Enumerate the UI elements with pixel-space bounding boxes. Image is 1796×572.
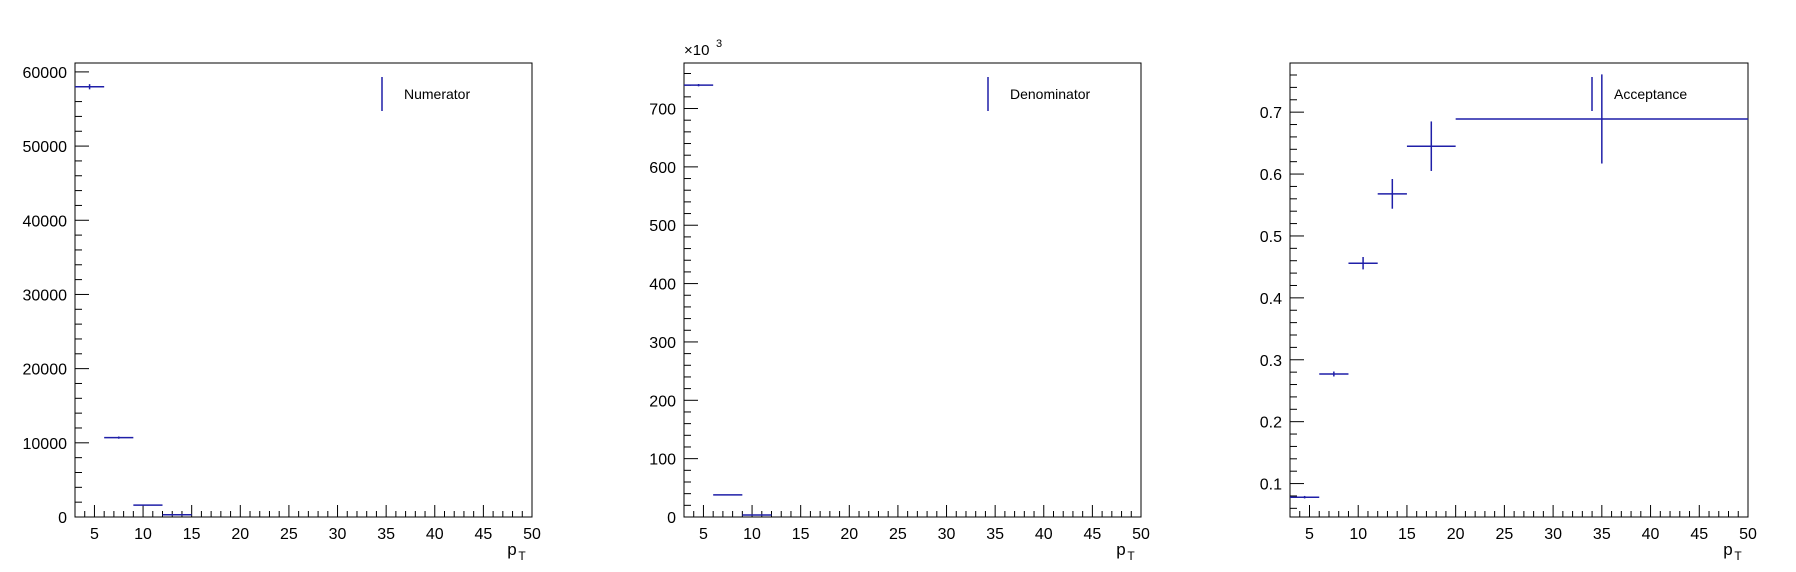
chart-panel-2: 5 10 15 20 25 30 35 40 45 50010020030040050060070… [649, 38, 1150, 563]
y-tick-label: 0.3 [1260, 353, 1282, 370]
x-tick-label: 45 [1083, 526, 1101, 543]
x-tick-label: 25 [1495, 526, 1513, 543]
chart-panel-3: 5 10 15 20 25 30 35 40 45 50 0.1 0.2 0.3 0.4 0.5 0.6 0.7… [1260, 62, 1757, 563]
y-exponent-label: ×10 [684, 42, 709, 59]
y-tick-label: 30000 [23, 287, 68, 304]
y-tick-label: 0 [58, 510, 67, 527]
x-tick-label: 50 [1132, 526, 1150, 543]
x-tick-label: 5 [1305, 526, 1314, 543]
y-tick-label: 500 [649, 218, 676, 235]
x-tick-label: 35 [1593, 526, 1611, 543]
x-axis-title: p [507, 540, 516, 559]
x-tick-label: 15 [792, 526, 810, 543]
x-tick-label: 50 [1739, 526, 1757, 543]
legend: Numerator [381, 77, 470, 111]
y-tick-label: 40000 [23, 213, 68, 230]
y-tick-label: 0.4 [1260, 291, 1282, 308]
x-tick-label: 30 [1544, 526, 1562, 543]
data-point [1455, 74, 1748, 164]
plot-frame [1289, 62, 1749, 518]
x-tick-label: 35 [986, 526, 1004, 543]
y-tick-label: 20000 [23, 362, 68, 379]
y-tick-label: 0.1 [1260, 477, 1282, 494]
y-exponent-power: 3 [716, 38, 722, 50]
x-tick-label: 5 [699, 526, 708, 543]
y-tick-label: 100 [649, 452, 676, 469]
x-tick-label: 10 [743, 526, 761, 543]
y-tick-label: 0.2 [1260, 415, 1282, 432]
y-tick-label: 10000 [23, 436, 68, 453]
x-tick-label: 15 [183, 526, 201, 543]
x-tick-label: 30 [329, 526, 347, 543]
data-point [133, 504, 163, 506]
y-tick-label: 0.5 [1260, 229, 1282, 246]
y-tick-label: 700 [649, 102, 676, 119]
x-axis-title: p [1116, 540, 1125, 559]
y-tick-label: 200 [649, 393, 676, 410]
y-tick-label: 300 [649, 335, 676, 352]
x-axis-title: p [1723, 540, 1732, 559]
x-tick-label: 45 [1690, 526, 1708, 543]
legend: Acceptance [1591, 77, 1687, 111]
y-tick-label: 0.6 [1260, 167, 1282, 184]
x-tick-label: 40 [1642, 526, 1660, 543]
x-axis-title-subscript: T [518, 549, 526, 563]
y-tick-label: 0 [667, 510, 676, 527]
data-point [104, 436, 134, 439]
y-tick-label: 50000 [23, 139, 68, 156]
x-tick-label: 20 [840, 526, 858, 543]
x-tick-label: 25 [889, 526, 907, 543]
x-axis-title-subscript: T [1127, 549, 1135, 563]
y-tick-label: 60000 [23, 65, 68, 82]
x-tick-label: 25 [280, 526, 298, 543]
x-tick-label: 35 [377, 526, 395, 543]
plot-frame [683, 62, 1142, 518]
x-tick-label: 20 [1447, 526, 1465, 543]
x-tick-label: 15 [1398, 526, 1416, 543]
x-tick-label: 5 [90, 526, 99, 543]
data-point [1290, 495, 1320, 499]
data-point [713, 494, 743, 496]
chart-panel-1: 5 10 15 20 25 30 35 40 45 50 0 10000 20000 30000 40000… [23, 62, 541, 563]
legend-label: Acceptance [1614, 86, 1687, 102]
x-tick-label: 45 [474, 526, 492, 543]
y-tick-label: 0.7 [1260, 105, 1282, 122]
y-tick-label: 400 [649, 277, 676, 294]
y-tick-label: 600 [649, 160, 676, 177]
x-tick-label: 20 [231, 526, 249, 543]
data-point [75, 84, 105, 90]
plot-frame [74, 62, 533, 518]
x-axis-title-subscript: T [1734, 549, 1742, 563]
data-point [1319, 371, 1349, 377]
data-point [684, 84, 714, 87]
data-point [1348, 257, 1378, 270]
legend-label: Numerator [404, 86, 470, 102]
x-tick-label: 10 [134, 526, 152, 543]
data-point [1377, 179, 1407, 209]
legend: Denominator [987, 77, 1090, 111]
data-point [1406, 121, 1456, 171]
legend-label: Denominator [1010, 86, 1090, 102]
x-tick-label: 10 [1349, 526, 1367, 543]
x-tick-label: 40 [426, 526, 444, 543]
x-tick-label: 40 [1035, 526, 1053, 543]
x-tick-label: 30 [938, 526, 956, 543]
x-tick-label: 50 [523, 526, 541, 543]
